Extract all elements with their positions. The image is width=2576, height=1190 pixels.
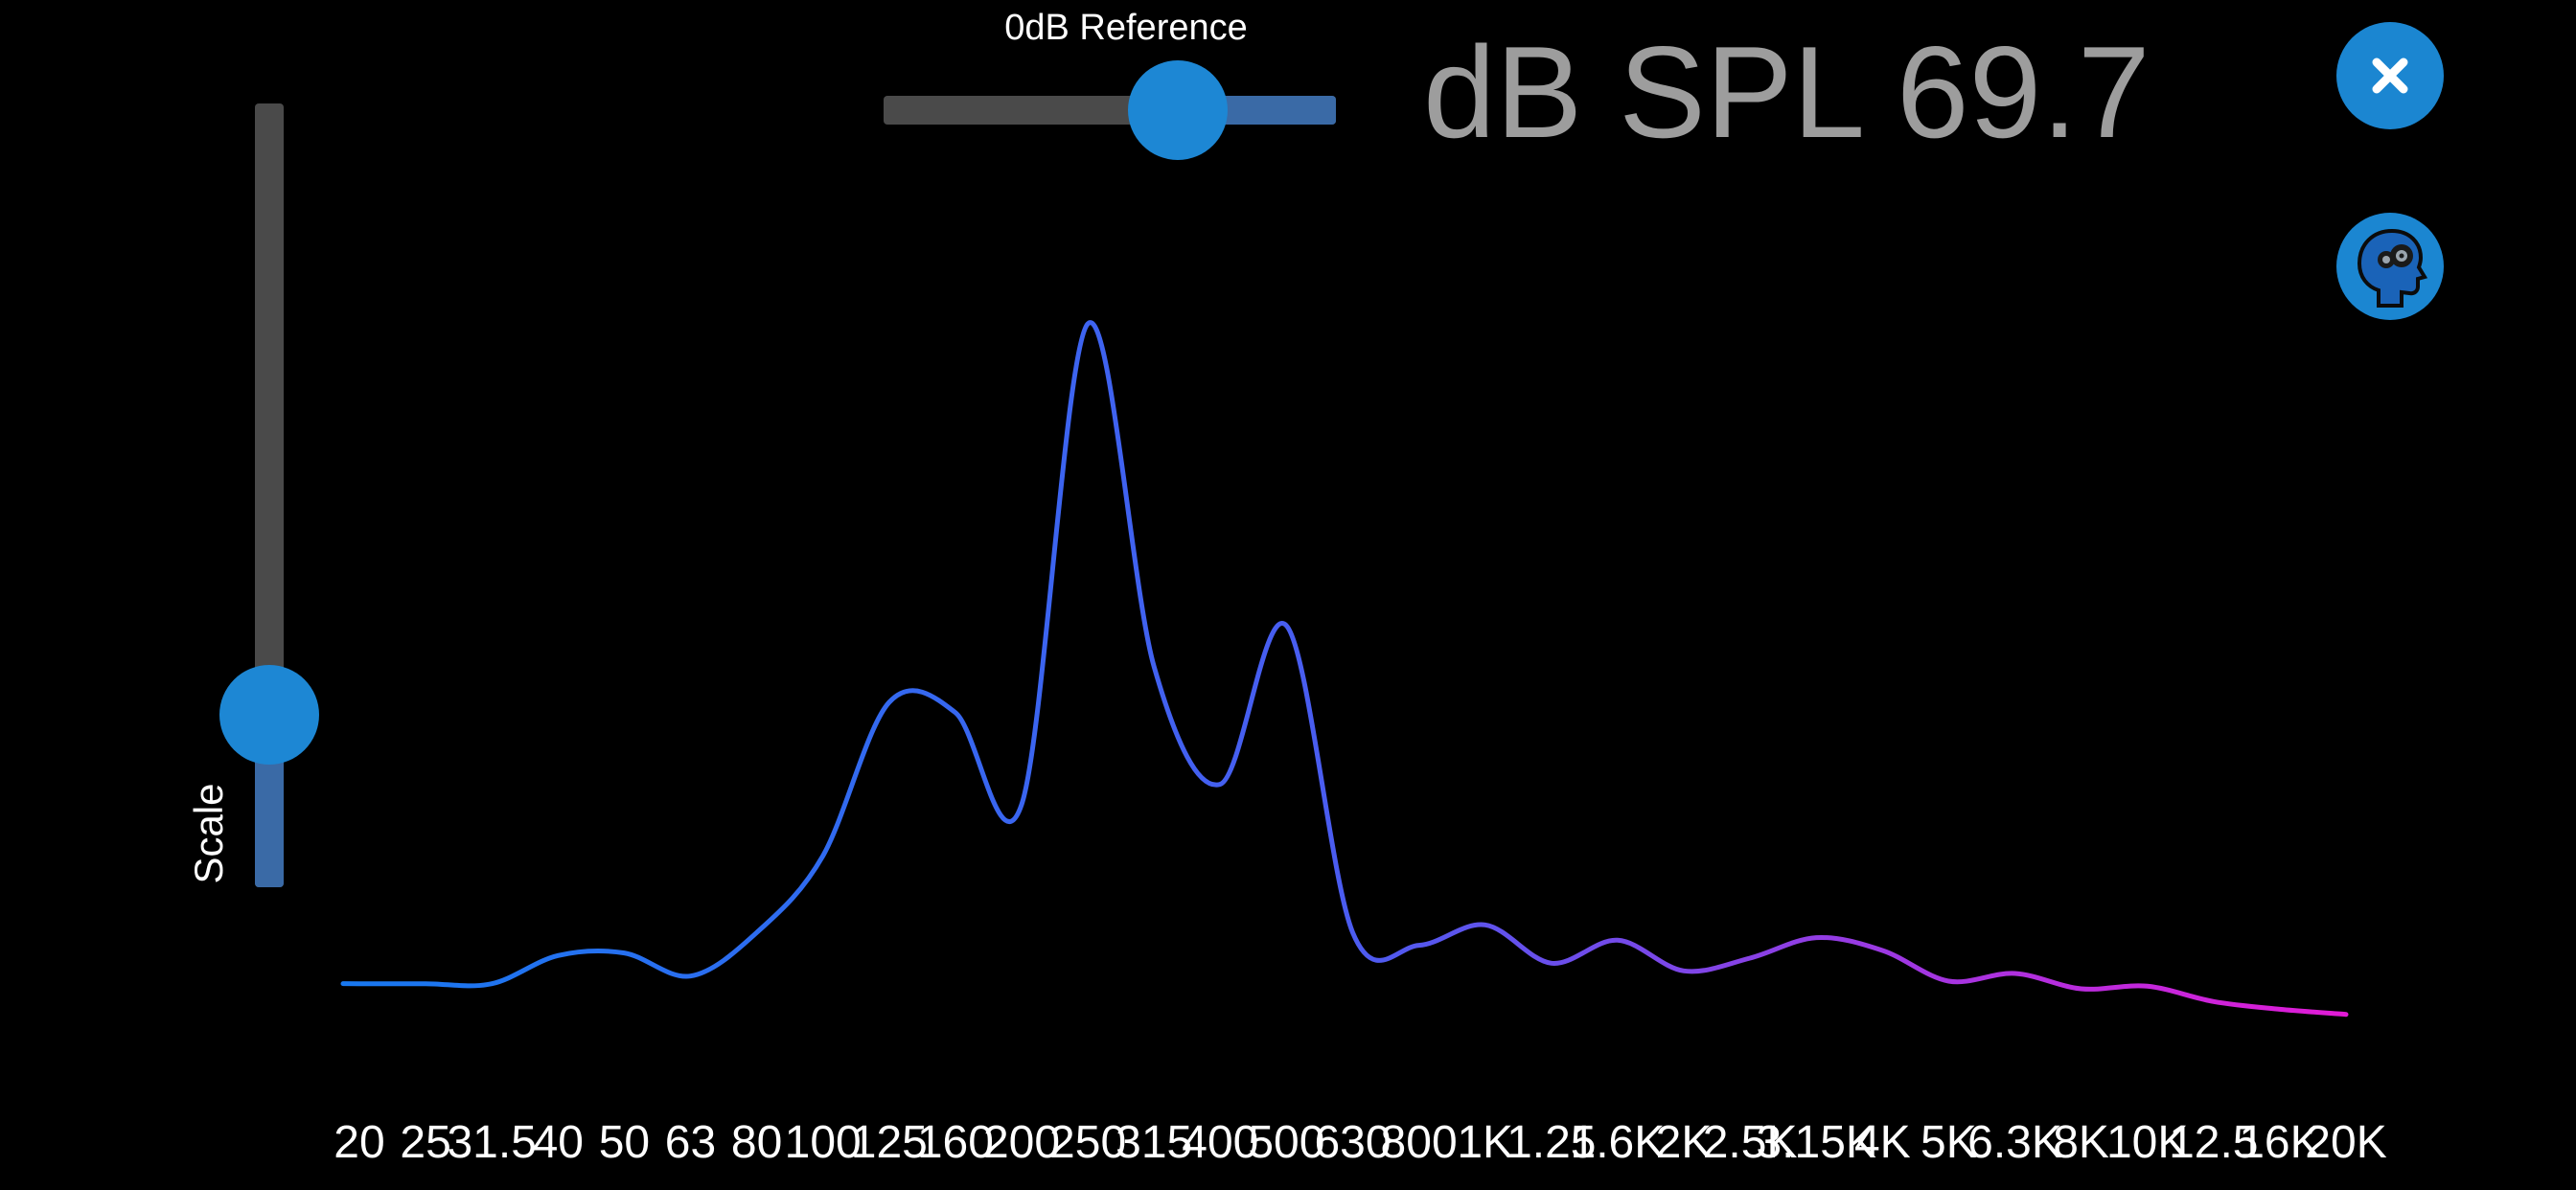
frequency-tick-label: 8K [2053,1117,2109,1168]
frequency-tick-label: 400 [1182,1117,1258,1168]
scale-slider-label: Scale [186,783,231,884]
reference-slider-track[interactable] [884,96,1336,125]
frequency-tick-label: 20K [2305,1117,2386,1168]
frequency-tick-label: 1.25 [1506,1117,1596,1168]
close-button[interactable] [2336,22,2444,129]
frequency-tick-label: 10K [2106,1117,2188,1168]
frequency-tick-label: 200 [983,1117,1060,1168]
frequency-tick-label: 12.5 [2169,1117,2258,1168]
frequency-tick-label: 5K [1920,1117,1977,1168]
frequency-tick-label: 250 [1049,1117,1126,1168]
frequency-tick-label: 1.6K [1571,1117,1666,1168]
frequency-tick-label: 50 [599,1117,650,1168]
frequency-tick-label: 25 [400,1117,450,1168]
scale-slider-thumb[interactable] [219,665,319,766]
frequency-tick-label: 4K [1854,1117,1911,1168]
hearing-profile-button[interactable] [2336,213,2444,320]
frequency-tick-label: 2K [1656,1117,1713,1168]
frequency-tick-label: 31.5 [447,1117,536,1168]
frequency-tick-label: 6.3K [1967,1117,2062,1168]
frequency-tick-label: 20 [334,1117,384,1168]
frequency-tick-label: 63 [665,1117,716,1168]
spectrum-curve [340,320,2349,1018]
frequency-tick-label: 630 [1314,1117,1391,1168]
frequency-tick-label: 500 [1248,1117,1324,1168]
spl-readout: dB SPL 69.7 [1423,19,2150,165]
frequency-tick-label: 80 [731,1117,782,1168]
frequency-tick-label: 1K [1457,1117,1513,1168]
frequency-tick-label: 3.15K [1756,1117,1875,1168]
frequency-tick-label: 800 [1381,1117,1458,1168]
frequency-tick-label: 100 [785,1117,862,1168]
scale-slider-track[interactable] [255,103,284,887]
frequency-tick-label: 16K [2239,1117,2320,1168]
frequency-tick-label: 40 [533,1117,584,1168]
frequency-tick-label: 125 [851,1117,928,1168]
reference-slider-thumb[interactable] [1127,60,1228,160]
frequency-tick-label: 160 [917,1117,994,1168]
head-gears-icon [2357,228,2428,308]
reference-slider-label: 0dB Reference [1004,8,1248,48]
frequency-tick-label: 315 [1116,1117,1192,1168]
frequency-tick-label: 2.5K [1703,1117,1798,1168]
close-icon [2372,57,2408,94]
